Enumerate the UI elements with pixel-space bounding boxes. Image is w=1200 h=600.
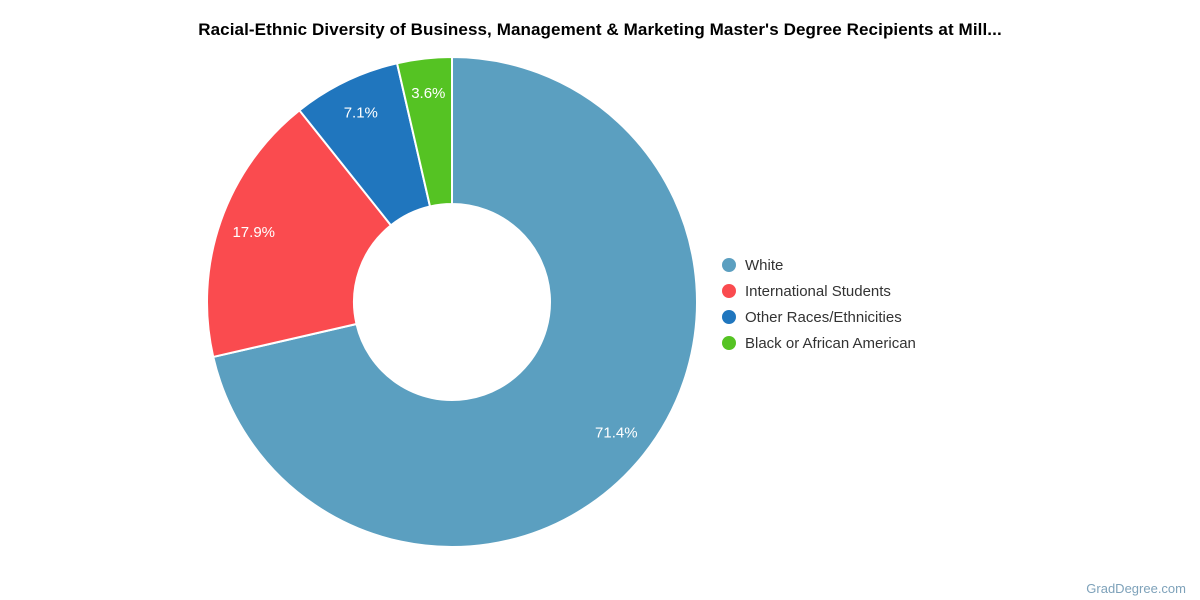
pie-slice-black-or-african-american[interactable] (396, 56, 453, 208)
legend-label: International Students (745, 282, 891, 300)
legend-label: Black or African American (745, 334, 916, 352)
pie-slice-white[interactable] (212, 56, 698, 548)
pie-label-black-or-african-american: 3.6% (411, 85, 445, 102)
legend-item-international-students[interactable]: International Students (722, 278, 916, 304)
legend-label: White (745, 256, 784, 274)
legend-label: Other Races/Ethnicities (745, 308, 902, 326)
legend-swatch-black-or-african-american (722, 336, 736, 350)
legend-item-other-races-ethnicities[interactable]: Other Races/Ethnicities (722, 304, 916, 330)
pie-label-white: 71.4% (595, 424, 638, 441)
legend-item-black-or-african-american[interactable]: Black or African American (722, 330, 916, 356)
legend: White International Students Other Races/E… (722, 252, 916, 356)
pie-label-international-students: 17.9% (232, 224, 275, 241)
legend-swatch-white (722, 258, 736, 272)
watermark-link[interactable]: GradDegree.com (1086, 581, 1186, 596)
chart-title: Racial-Ethnic Diversity of Business, Man… (198, 20, 1002, 39)
legend-swatch-other-races-ethnicities (722, 310, 736, 324)
pie-slice-international-students[interactable] (206, 109, 392, 358)
legend-swatch-international-students (722, 284, 736, 298)
legend-item-white[interactable]: White (722, 252, 916, 278)
pie-label-other-races-ethnicities: 7.1% (344, 104, 378, 121)
